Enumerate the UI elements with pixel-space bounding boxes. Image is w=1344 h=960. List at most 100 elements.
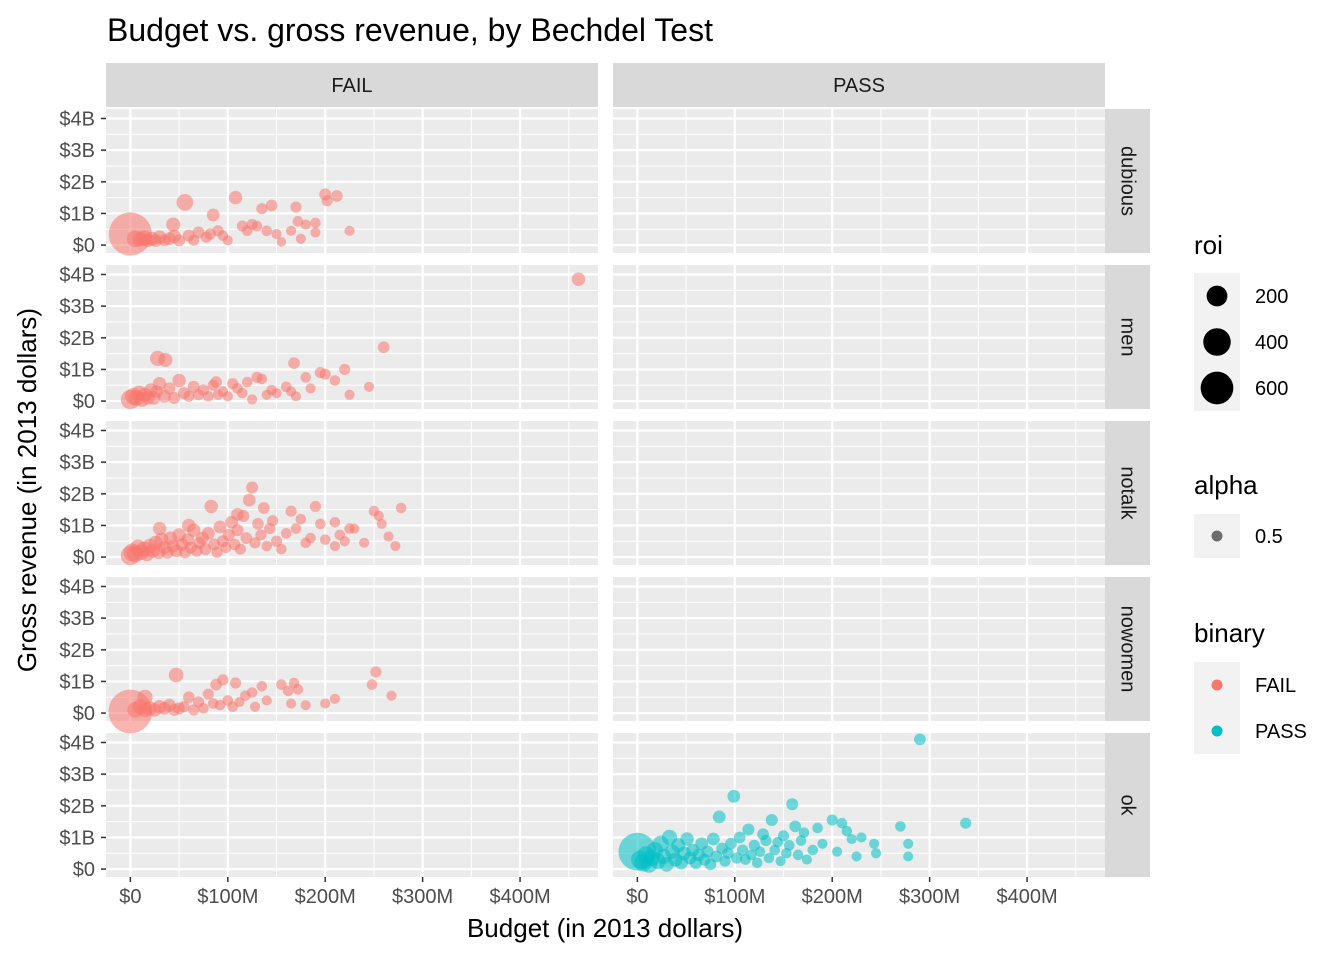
legend-color-label: PASS [1255, 721, 1307, 743]
legend-key-background [1194, 662, 1240, 754]
data-point [817, 838, 828, 849]
data-point [231, 507, 244, 521]
data-point [206, 208, 220, 222]
data-point [305, 383, 316, 394]
y-tick-label: $2B [59, 640, 95, 662]
data-point [329, 693, 341, 704]
y-tick-label: $2B [59, 328, 95, 350]
data-point [222, 235, 233, 246]
data-point [329, 375, 341, 386]
data-point [801, 854, 812, 865]
data-point [237, 387, 248, 399]
data-point [798, 827, 810, 838]
y-tick-label: $2B [59, 796, 95, 818]
y-tick-label: $2B [59, 172, 95, 194]
data-point [168, 667, 184, 683]
y-tick-label: $3B [59, 296, 95, 318]
data-point [290, 523, 302, 534]
data-point [228, 190, 243, 205]
legend-alpha-label: 0.5 [1255, 526, 1283, 548]
data-point [249, 537, 261, 549]
column-strip-pass: PASS [613, 63, 1105, 107]
legend-color-key-pass [1211, 725, 1223, 737]
data-point [292, 216, 304, 227]
data-point [895, 821, 906, 832]
data-point [276, 679, 287, 690]
data-point [267, 515, 279, 527]
legend-alpha: alpha 0.5 [1194, 470, 1283, 558]
legend-size-key [1200, 371, 1234, 405]
y-tick-label: $0 [73, 703, 95, 725]
data-point [182, 691, 195, 704]
data-point [246, 687, 258, 698]
data-point [242, 493, 256, 507]
data-points [108, 188, 972, 873]
data-point [211, 546, 223, 558]
data-point [271, 228, 282, 240]
legend-size-label: 600 [1255, 378, 1288, 400]
row-strip-label: men [1117, 318, 1139, 357]
data-point [310, 217, 321, 229]
data-point [271, 388, 282, 399]
column-strip-fail: FAIL [106, 63, 598, 107]
data-point [377, 341, 390, 354]
data-point [571, 272, 586, 286]
data-point [220, 542, 232, 554]
data-point [257, 502, 270, 514]
legend-color-label: FAIL [1255, 675, 1296, 697]
y-tick-label: $4B [59, 732, 95, 754]
series-fail-dubious [108, 188, 355, 256]
data-point [300, 700, 311, 711]
y-tick-label: $0 [73, 235, 95, 257]
x-tick-label: $200M [802, 886, 863, 908]
y-tick-label: $4B [59, 264, 95, 286]
y-tick-label: $3B [59, 764, 95, 786]
data-point [903, 838, 914, 849]
series-pass-ok [618, 733, 972, 873]
legend: roi 200 400 600 alpha 0.5 binary FAIL PASS [1194, 230, 1307, 754]
x-tick-label: $0 [119, 886, 141, 908]
data-point [256, 373, 268, 385]
data-point [229, 677, 242, 689]
data-point [256, 203, 268, 215]
data-point [329, 540, 341, 552]
data-point [765, 814, 778, 827]
data-point [305, 532, 316, 544]
data-point [172, 373, 186, 388]
panel-pass-nowomen [613, 577, 1105, 721]
panel-fail-men [106, 265, 598, 409]
row-strip-nowomen: nowomen [1105, 577, 1150, 721]
data-point [395, 502, 407, 514]
data-point [217, 674, 229, 686]
data-point [763, 852, 775, 864]
y-tick-label: $0 [73, 859, 95, 881]
column-strip-label: FAIL [331, 75, 372, 97]
data-point [182, 518, 196, 533]
data-point [376, 518, 387, 529]
data-point [320, 698, 331, 709]
data-point [319, 534, 331, 545]
data-point [344, 225, 355, 236]
y-tick-label: $3B [59, 452, 95, 474]
x-axis-title: Budget (in 2013 dollars) [467, 913, 743, 943]
series-fail-men [120, 272, 586, 410]
y-tick-label: $3B [59, 608, 95, 630]
data-point [241, 376, 253, 388]
data-point [204, 499, 218, 514]
data-point [295, 513, 307, 525]
data-point [276, 237, 287, 247]
data-point [869, 838, 880, 849]
legend-size-key [1206, 285, 1228, 307]
data-point [261, 540, 273, 552]
data-point [201, 526, 215, 540]
y-tick-label: $2B [59, 484, 95, 506]
data-point [746, 849, 757, 861]
y-tick-label: $1B [59, 827, 95, 849]
x-tick-label: $100M [704, 886, 765, 908]
data-point [366, 679, 378, 690]
data-point [736, 844, 749, 856]
data-point [775, 856, 786, 867]
data-point [742, 823, 755, 836]
data-point [329, 516, 341, 528]
